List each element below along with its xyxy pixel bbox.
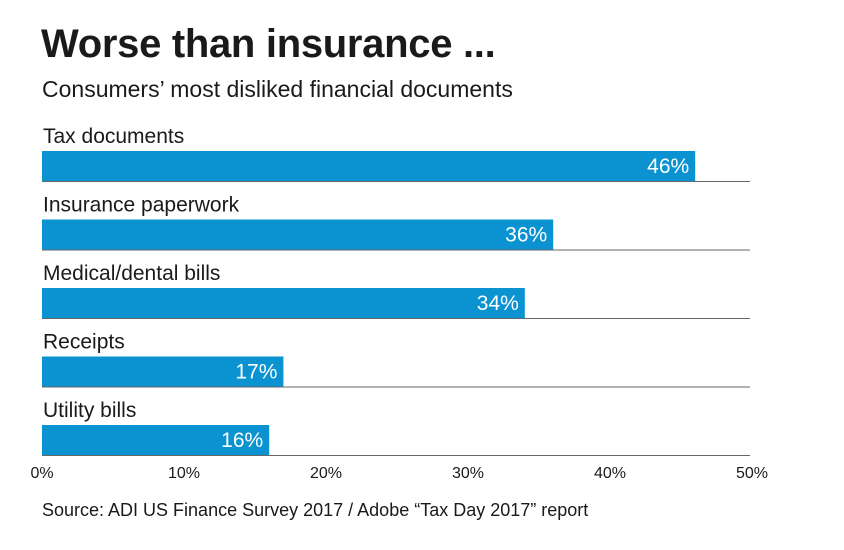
- chart-title: Worse than insurance ...: [41, 22, 496, 66]
- x-tick-label: 10%: [168, 465, 200, 482]
- x-tick-label: 30%: [452, 465, 484, 482]
- bar-value-label: 36%: [505, 224, 547, 247]
- category-label: Medical/dental bills: [43, 262, 220, 285]
- chart-subtitle: Consumers’ most disliked financial docum…: [42, 76, 513, 102]
- category-label: Insurance paperwork: [43, 194, 240, 217]
- bar-value-label: 46%: [647, 155, 689, 178]
- category-label: Receipts: [43, 331, 125, 354]
- bar-value-label: 34%: [477, 292, 519, 315]
- x-tick-label: 40%: [594, 465, 626, 482]
- bar: [42, 219, 554, 250]
- category-label: Tax documents: [43, 125, 184, 148]
- category-label: Utility bills: [43, 399, 136, 422]
- x-axis: 0% 10% 20% 30% 40% 50%: [30, 465, 768, 482]
- bar: [42, 151, 696, 181]
- bar-value-label: 16%: [221, 429, 263, 452]
- x-tick-label: 50%: [736, 465, 768, 482]
- bars-layer: Tax documents 46% Insurance paperwork 36% Me…: [42, 125, 750, 456]
- bar: [42, 356, 284, 387]
- bar: [42, 288, 525, 318]
- source-note: Source: ADI US Finance Survey 2017 / Ado…: [42, 500, 589, 520]
- bar: [42, 425, 270, 455]
- bar-value-label: 17%: [235, 361, 277, 384]
- x-tick-label: 0%: [30, 465, 53, 482]
- x-tick-label: 20%: [310, 465, 342, 482]
